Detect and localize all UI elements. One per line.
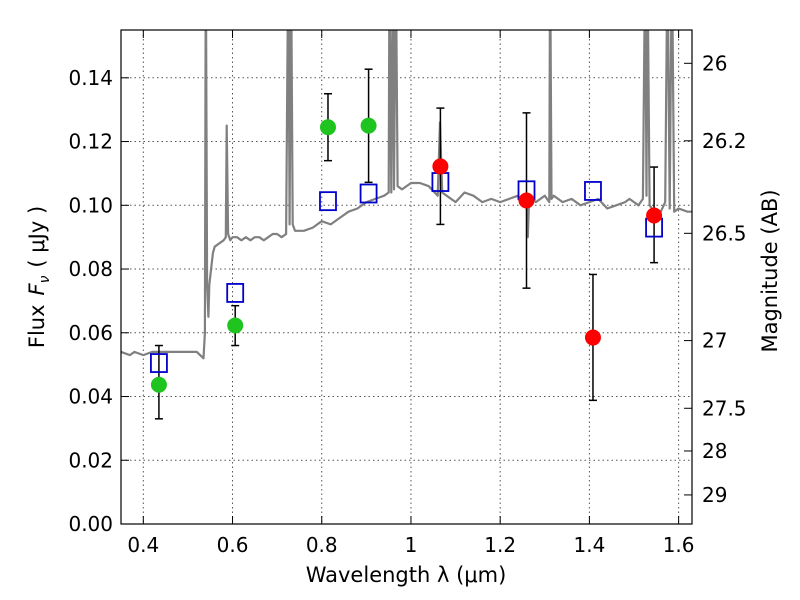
y2-tick-label: 26 <box>702 51 727 75</box>
green-data-point <box>227 317 244 334</box>
model-square-point <box>319 191 337 212</box>
y2-tick-label: 28 <box>702 439 727 463</box>
spectrum-line <box>121 30 692 360</box>
model-square-point <box>584 181 602 201</box>
model-square-point <box>359 183 378 204</box>
x-tick-label: 0.6 <box>217 533 249 557</box>
model-square-point <box>150 353 168 373</box>
y-tick-label: 0.00 <box>68 512 113 536</box>
y-tick-label: 0.02 <box>68 448 113 472</box>
y-tick-label: 0.14 <box>68 66 113 90</box>
y-axis-title: Flux Fν ( μJy ) <box>25 206 53 348</box>
x-tick-label: 1.6 <box>663 533 695 557</box>
model-square-point <box>226 283 245 303</box>
x-axis-title: Wavelength λ (μm) <box>306 563 507 587</box>
y2-axis-title: Magnitude (AB) <box>758 189 782 352</box>
y-axis-title-subscript: ν <box>37 275 53 283</box>
y2-tick-label: 27 <box>702 329 727 353</box>
red-data-point <box>584 329 601 346</box>
y-tick-label: 0.06 <box>68 321 113 345</box>
red-data-point <box>646 207 663 224</box>
y-axis-title-unit: ( μJy ) <box>25 206 49 268</box>
red-data-point <box>518 192 535 209</box>
y-tick-label: 0.08 <box>68 257 113 281</box>
y2-tick-label: 29 <box>702 483 727 507</box>
green-data-point <box>150 376 167 393</box>
y-tick-label: 0.04 <box>68 385 113 409</box>
y-tick-label: 0.10 <box>68 193 113 217</box>
x-tick-label: 1 <box>405 533 418 557</box>
y2-tick-label: 27.5 <box>702 396 747 420</box>
x-tick-label: 0.8 <box>306 533 338 557</box>
x-tick-label: 1.2 <box>484 533 516 557</box>
green-data-point <box>319 119 336 136</box>
y-tick-label: 0.12 <box>68 130 113 154</box>
y-axis-title-symbol: F <box>25 282 49 295</box>
y-axis-title-prefix: Flux <box>25 304 49 348</box>
x-tick-label: 0.4 <box>127 533 159 557</box>
plot-frame <box>120 29 693 525</box>
x-tick-label: 1.4 <box>573 533 605 557</box>
y2-tick-label: 26.2 <box>702 129 747 153</box>
green-data-point <box>360 117 377 134</box>
red-data-point <box>432 158 449 175</box>
axis-ticks: 0.4 0.6 0.8 1 1.2 1.4 1.6 0.00 0.02 0.04 0.06 0.08 0… <box>68 30 747 557</box>
plot-area <box>121 30 692 420</box>
y2-tick-label: 26.5 <box>702 221 747 245</box>
